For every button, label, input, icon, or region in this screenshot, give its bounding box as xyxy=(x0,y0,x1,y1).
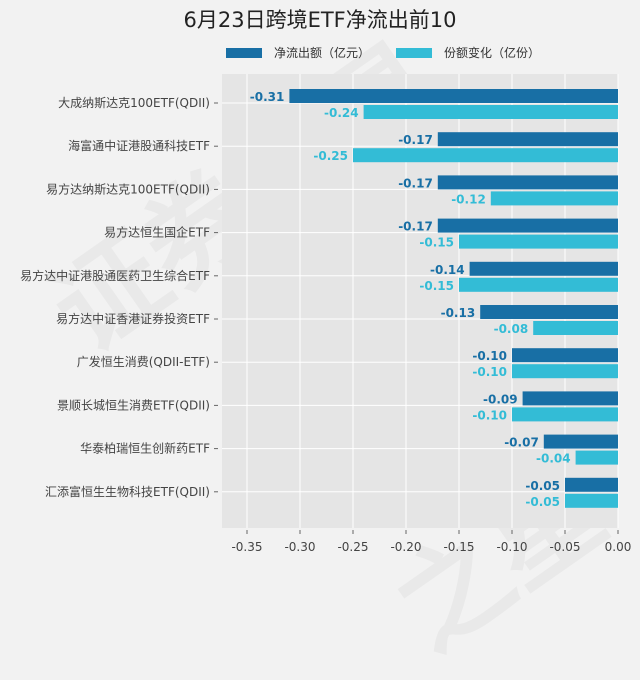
bar-share-change xyxy=(363,105,618,119)
data-label: -0.05 xyxy=(525,495,560,509)
data-label: -0.24 xyxy=(324,106,359,120)
bar-share-change xyxy=(512,364,618,379)
legend-label: 净流出额（亿元） xyxy=(274,46,371,60)
legend-label: 份额变化（亿份） xyxy=(444,46,541,60)
category-label: 广发恒生消费(QDII-ETF) xyxy=(77,354,210,369)
bar-net-outflow xyxy=(565,477,618,492)
category-label: 易方达恒生国企ETF xyxy=(104,225,210,240)
data-label: -0.25 xyxy=(313,149,348,163)
data-label: -0.31 xyxy=(250,90,285,104)
category-label: 海富通中证港股通科技ETF xyxy=(68,138,210,153)
bar-net-outflow xyxy=(522,391,618,406)
category-label: 景顺长城恒生消费ETF(QDII) xyxy=(57,398,210,412)
bar-chart: -0.35 -0.30 -0.25 -0.20 -0.15 -0.10 -0.05 0.00 大… xyxy=(20,74,632,554)
data-label: -0.13 xyxy=(441,306,476,320)
bar-net-outflow xyxy=(480,305,618,319)
x-tick-label: -0.20 xyxy=(390,540,421,554)
data-label: -0.04 xyxy=(536,452,571,466)
data-label: -0.17 xyxy=(398,220,433,234)
bar-share-change xyxy=(490,191,618,206)
bar-share-change xyxy=(459,234,618,249)
data-label: -0.17 xyxy=(398,176,433,190)
data-label: -0.09 xyxy=(483,392,518,406)
data-label: -0.17 xyxy=(398,133,433,147)
bar-net-outflow xyxy=(437,175,618,190)
bar-share-change xyxy=(533,321,618,335)
category-label: 易方达中证港股通医药卫生综合ETF xyxy=(20,268,210,283)
x-tick-label: -0.25 xyxy=(337,540,368,554)
chart-title: 6月23日跨境ETF净流出前10 xyxy=(183,8,457,32)
bar-net-outflow xyxy=(437,218,618,233)
bar-share-change xyxy=(459,277,618,292)
data-label: -0.12 xyxy=(451,192,486,206)
data-label: -0.10 xyxy=(472,408,507,422)
category-label: 华泰柏瑞恒生创新药ETF xyxy=(80,441,210,456)
bar-net-outflow xyxy=(469,261,618,276)
x-tick-label: -0.05 xyxy=(549,540,580,554)
category-label: 易方达纳斯达克100ETF(QDII) xyxy=(46,181,210,196)
bar-net-outflow xyxy=(289,89,618,103)
category-label: 易方达中证香港证券投资ETF xyxy=(56,311,210,326)
data-label: -0.15 xyxy=(419,279,454,293)
legend-item-net-outflow: 净流出额（亿元） xyxy=(226,44,370,61)
data-label: -0.15 xyxy=(419,236,454,250)
bar-net-outflow xyxy=(512,348,618,363)
legend-swatch xyxy=(396,47,432,58)
bar-share-change xyxy=(512,407,618,422)
x-tick-label: 0.00 xyxy=(605,540,632,554)
bar-share-change xyxy=(353,148,618,163)
legend-swatch xyxy=(226,47,262,58)
bar-net-outflow xyxy=(543,434,618,449)
data-label: -0.14 xyxy=(430,263,465,277)
bar-share-change xyxy=(565,493,618,508)
x-tick-label: -0.35 xyxy=(231,540,262,554)
x-tick-label: -0.10 xyxy=(496,540,527,554)
legend-item-share-change: 份额变化（亿份） xyxy=(396,44,540,61)
x-tick-label: -0.30 xyxy=(284,540,315,554)
data-label: -0.10 xyxy=(472,349,507,363)
bar-share-change xyxy=(575,450,618,465)
data-label: -0.05 xyxy=(525,479,560,493)
category-label: 大成纳斯达克100ETF(QDII) xyxy=(58,96,210,110)
x-tick-label: -0.15 xyxy=(443,540,474,554)
data-label: -0.08 xyxy=(494,322,529,336)
data-label: -0.10 xyxy=(472,365,507,379)
data-label: -0.07 xyxy=(504,436,539,450)
category-label: 汇添富恒生生物科技ETF(QDII) xyxy=(45,484,210,499)
bar-net-outflow xyxy=(437,132,618,147)
